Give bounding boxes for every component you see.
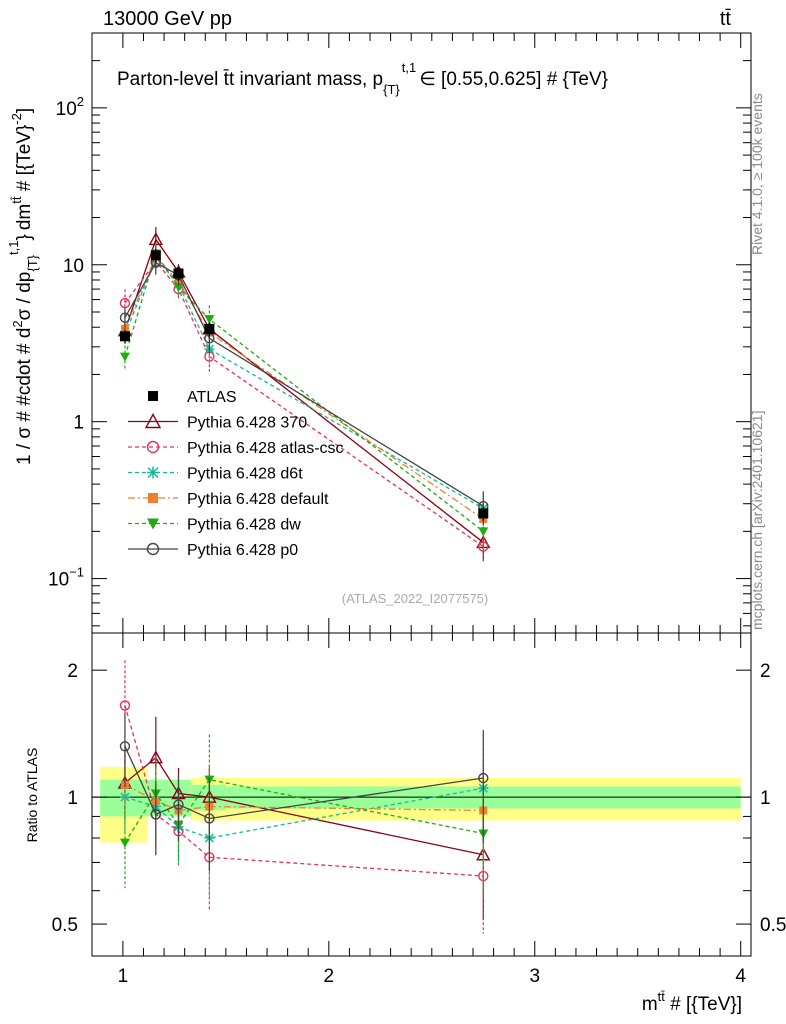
data-point: [478, 527, 489, 537]
x-tick-label: 4: [735, 966, 746, 987]
legend-label: Pythia 6.428 d6t: [187, 466, 303, 483]
ratio-axis-ticks: 0.5 0.5 1 1 2 2 1 2 3 4: [52, 633, 786, 987]
data-point: [173, 799, 184, 810]
series-pythia-6-428-d6t: [119, 248, 489, 531]
data-point: [119, 792, 130, 803]
x-tick-label: 3: [529, 966, 540, 987]
ratio-uncertainty-bands: [92, 766, 751, 843]
data-point: [119, 312, 131, 323]
ratio-tick-label-right: 0.5: [760, 915, 786, 936]
data-point: [119, 331, 130, 342]
ratio-tick-label-left: 0.5: [52, 915, 78, 936]
ratio-line: [124, 778, 484, 843]
ratio-line: [124, 787, 484, 839]
header-right: tt̄: [720, 8, 732, 30]
y-axis-label: 1 / σ # #cdot # d2σ / dp{T}t,1}dmtt̄ # […: [6, 108, 40, 465]
series-pythia-6-428-atlas-csc: [119, 251, 489, 564]
ratio-tick-label-right: 1: [760, 788, 771, 809]
legend-label: Pythia 6.428 p0: [187, 542, 298, 559]
data-point: [150, 809, 162, 820]
data-point: [144, 413, 162, 429]
main-axis-ticks: 10−1 1 10 102: [48, 32, 751, 633]
analysis-watermark: (ATLAS_2022_I2077575): [342, 591, 488, 606]
data-point: [173, 283, 184, 293]
series-line: [124, 257, 484, 509]
data-point: [173, 268, 184, 279]
data-point: [204, 813, 215, 824]
legend: ATLAS Pythia 6.428 370 Pythia 6.428 atlas-…: [128, 389, 344, 559]
ratio-line: [124, 784, 484, 812]
plot-title: Parton-level t̄t invariant mass, p{T}t,1…: [117, 60, 608, 97]
legend-label: Pythia 6.428 atlas-csc: [187, 440, 344, 457]
legend-label: Pythia 6.428 dw: [187, 517, 301, 534]
ratio-series-group: [117, 660, 491, 934]
data-point: [119, 838, 130, 848]
y-tick-label: 10: [63, 256, 84, 277]
ratio-tick-label-left: 2: [67, 661, 78, 682]
data-point: [146, 542, 160, 556]
series-pythia-6-428-dw: [119, 242, 489, 551]
ratio-y-axis-label: Ratio to ATLAS: [24, 748, 40, 843]
ratio-frame: [91, 632, 752, 957]
ratio-series-pythia-6-428-p0: [119, 712, 489, 872]
data-point: [204, 315, 215, 325]
data-point: [146, 440, 160, 454]
legend-label: ATLAS: [187, 389, 237, 406]
ratio-tick-label-right: 2: [760, 661, 771, 682]
series-line: [124, 261, 484, 507]
x-tick-label: 1: [118, 966, 129, 987]
y-tick-label: 1: [73, 413, 84, 434]
data-point: [148, 493, 158, 503]
data-point: [150, 250, 161, 261]
mcplots-label: mcplots.cern.ch [arXiv:2401.10621]: [749, 411, 765, 630]
series-atlas: [119, 248, 489, 521]
main-series-group: [117, 227, 491, 564]
data-point: [119, 352, 130, 362]
header-left: 13000 GeV pp: [103, 8, 232, 30]
data-point: [147, 466, 159, 479]
rivet-label: Rivet 4.1.0, ≥ 100k events: [749, 93, 765, 255]
ratio-tick-label-left: 1: [67, 788, 78, 809]
data-point: [478, 772, 489, 784]
data-point: [147, 518, 159, 530]
legend-label: Pythia 6.428 default: [187, 491, 329, 508]
data-point: [478, 508, 489, 519]
y-tick-label: 10−1: [48, 565, 84, 591]
y-tick-label: 102: [56, 94, 84, 120]
data-point: [148, 391, 158, 401]
legend-label: Pythia 6.428 370: [187, 415, 307, 432]
data-point: [119, 700, 131, 711]
data-point: [204, 323, 215, 334]
data-point: [119, 741, 131, 752]
x-tick-label: 2: [324, 966, 335, 987]
x-axis-label: mtt̄ # [{TeV}]: [642, 989, 742, 1015]
